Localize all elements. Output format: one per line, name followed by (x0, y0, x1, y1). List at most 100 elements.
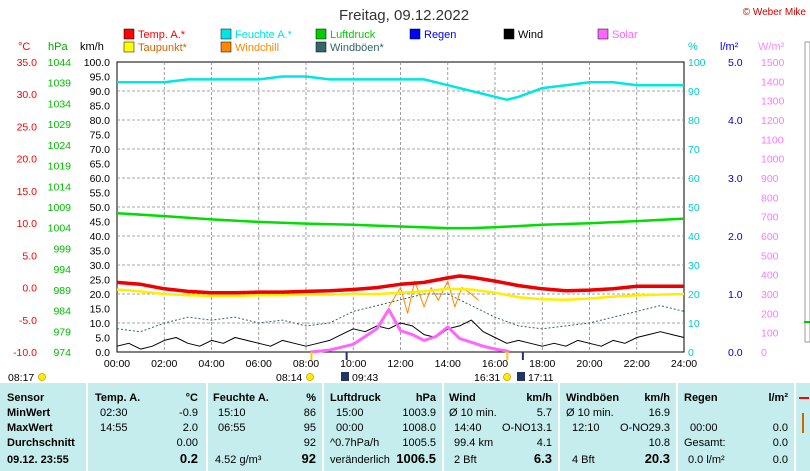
pressure-tick: 984 (53, 306, 71, 318)
gust-unit-label: km/h (644, 392, 670, 404)
solar-tick: 800 (761, 192, 779, 204)
rain-tick: 2.0 (728, 231, 743, 243)
grid (116, 61, 685, 353)
rain-tick: 0.0 (728, 347, 743, 359)
pressure-current: 1006.5 (396, 451, 436, 466)
sun-events: 08:17 08:14 09:43 16:31 17:11 (8, 352, 554, 383)
wind-tick: 45.0 (90, 217, 111, 229)
wind-tick: 40.0 (90, 231, 111, 243)
wind-avg-val: 4.1 (536, 437, 552, 449)
humidity-tick: 30 (688, 260, 700, 272)
humidity-tick: 50 (688, 202, 700, 214)
temp-tick: 30.0 (17, 89, 38, 101)
legend-label: Taupunkt* (138, 42, 188, 54)
pressure-tick: 1014 (48, 181, 72, 193)
humidity-min-time: 15:10 (218, 407, 246, 419)
rain-max-val: 0.0 (772, 422, 788, 434)
temp-max-val: 2.0 (182, 422, 198, 434)
series-taupunkt (116, 287, 685, 302)
axis-labels: 35.0 30.0 25.0 20.0 15.0 10.0 5.0 0.0 -5.0 -10.0 1… (13, 57, 784, 370)
humidity-tick: 0 (688, 347, 694, 359)
wind-max-time: 14:40 (454, 422, 482, 434)
weather-chart: Freitag, 09.12.2022 © Weber Mike Temp. A… (8, 7, 810, 383)
temp-min-time: 02:30 (100, 407, 128, 419)
solar-tick: 0 (761, 347, 767, 359)
temp-current: 0.2 (179, 451, 198, 466)
humidity-max-val: 95 (303, 422, 316, 434)
pressure-unit-label: hPa (415, 392, 436, 404)
wind-tick: 30.0 (90, 260, 111, 272)
x-tick: 04:00 (198, 358, 224, 370)
gust-col: Windböen km/h Ø 10 min. 16.9 12:10 O-NO … (560, 383, 676, 471)
solar-tick: 1200 (761, 115, 785, 127)
wind-tick: 90.0 (90, 86, 111, 98)
temp-avg-val: 0.00 (176, 437, 198, 449)
legend-label: Windchill (235, 42, 279, 54)
wind-title: Wind (449, 392, 476, 404)
legend-swatch (123, 41, 135, 53)
solar-tick: 600 (761, 231, 779, 243)
pressure-max-time: 00:00 (336, 422, 364, 434)
solar-tick: 300 (761, 289, 779, 301)
solar-tick: 700 (761, 212, 779, 224)
solar-tick: 500 (761, 250, 779, 262)
pressure-tick: 1044 (48, 57, 72, 69)
gust-current: 20.3 (644, 451, 670, 466)
legend-swatch (597, 28, 609, 40)
solar-unit: W/m² (758, 41, 785, 53)
series-solar (310, 308, 510, 354)
wind-tick: 95.0 (90, 72, 111, 84)
legend-label: Luftdruck (330, 29, 376, 41)
x-tick: 20:00 (576, 358, 602, 370)
wind-unit: km/h (80, 41, 104, 53)
wind-tick: 25.0 (90, 275, 111, 287)
humidity-current: 92 (301, 451, 316, 466)
wind-tick: 15.0 (90, 304, 111, 316)
legend-swatch (503, 28, 515, 40)
x-tick: 02:00 (151, 358, 177, 370)
pressure-tick: 989 (53, 285, 71, 297)
x-tick: 10:00 (340, 358, 366, 370)
humidity-tick: 90 (688, 86, 700, 98)
legend-swatch (315, 41, 327, 53)
sun-icon (38, 373, 46, 381)
sun-event-label: 09:43 (352, 372, 378, 383)
temp-unit-label: °C (185, 392, 198, 404)
pressure-tick: 1039 (48, 78, 72, 90)
series-wind (116, 319, 685, 350)
temp-tick: 0.0 (22, 283, 37, 295)
legend-label: Solar (612, 29, 638, 41)
rain-total-val: 0.0 (772, 437, 788, 449)
humidity-abs: 4.52 g/m³ (215, 454, 262, 466)
pressure-tick: 1019 (48, 161, 72, 173)
legend-swatch (409, 28, 421, 40)
x-tick: 00:00 (104, 358, 130, 370)
solar-tick: 400 (761, 270, 779, 282)
wind-tick: 100.0 (84, 57, 110, 69)
rain-tick: 1.0 (728, 289, 743, 301)
solar-tick: 200 (761, 308, 779, 320)
rain-tick: 5.0 (728, 57, 743, 69)
rain-total-label: Gesamt: (684, 437, 726, 449)
moon-icon (517, 372, 525, 381)
sun-event-label: 08:17 (8, 372, 34, 383)
row-labels-col: Sensor MinWert MaxWert Durchschnitt 09.1… (0, 383, 86, 471)
pressure-trend: ^0.7hPa/h (330, 437, 380, 449)
humidity-tick: 60 (688, 173, 700, 185)
sun-event-label: 16:31 (474, 372, 500, 383)
label-current: 09.12. 23:55 (7, 454, 69, 466)
temp-tick: 10.0 (17, 218, 38, 230)
x-tick: 08:00 (293, 358, 319, 370)
humidity-tick: 20 (688, 289, 700, 301)
wind-tick: 5.0 (95, 333, 110, 345)
rain-max-time: 00:00 (690, 422, 718, 434)
temp-tick: 25.0 (17, 121, 38, 133)
sun-event-label: 08:14 (276, 372, 302, 383)
wind-tick: 75.0 (90, 130, 111, 142)
pressure-state: veränderlich (330, 454, 390, 466)
solar-tick: 1500 (761, 57, 785, 69)
series-windb-en (116, 293, 685, 333)
pressure-tick: 994 (53, 264, 71, 276)
legend-label: Windböen* (330, 42, 385, 54)
solar-tick: 1000 (761, 154, 785, 166)
